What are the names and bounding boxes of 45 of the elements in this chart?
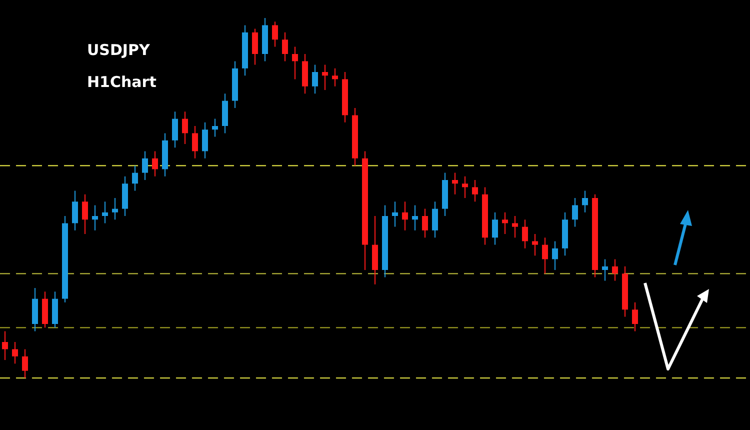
candlestick (462, 176, 468, 198)
candlestick (92, 204, 98, 231)
candlestick (582, 190, 588, 213)
candlestick (142, 150, 148, 180)
candlestick (602, 258, 608, 282)
candlestick (212, 118, 218, 138)
candlestick (412, 204, 418, 231)
candlestick (12, 342, 18, 364)
candlestick (512, 216, 518, 238)
candlestick (552, 240, 558, 270)
candlestick (532, 234, 538, 256)
candlestick (172, 111, 178, 148)
candlestick (82, 194, 88, 234)
candlestick (312, 64, 318, 94)
candlestick (152, 150, 158, 177)
candlestick (392, 201, 398, 228)
candlestick (472, 180, 478, 202)
candlestick (492, 212, 498, 246)
candlestick (202, 122, 208, 159)
candlestick (402, 201, 408, 231)
candlestick (572, 198, 578, 228)
candlestick (632, 302, 638, 332)
text: H1Chart (87, 73, 156, 91)
candlestick (112, 198, 118, 220)
candlestick (432, 201, 438, 238)
candlestick (22, 348, 28, 378)
text: USDJPY (87, 41, 150, 59)
candlestick (612, 258, 618, 282)
candlestick (182, 111, 188, 144)
candlestick (252, 28, 258, 66)
candlestick (522, 219, 528, 249)
candlestick (332, 68, 338, 87)
candlestick (72, 190, 78, 231)
candlestick (422, 208, 428, 238)
candlestick (192, 126, 198, 159)
candlestick (272, 21, 278, 48)
candlestick (542, 237, 548, 274)
candlestick (292, 46, 298, 80)
candlestick (452, 172, 458, 195)
candlestick (132, 165, 138, 192)
candlestick (282, 32, 288, 62)
candlestick (2, 330, 8, 360)
candlestick (102, 201, 108, 224)
candlestick (502, 212, 508, 234)
candlestick (322, 64, 328, 90)
